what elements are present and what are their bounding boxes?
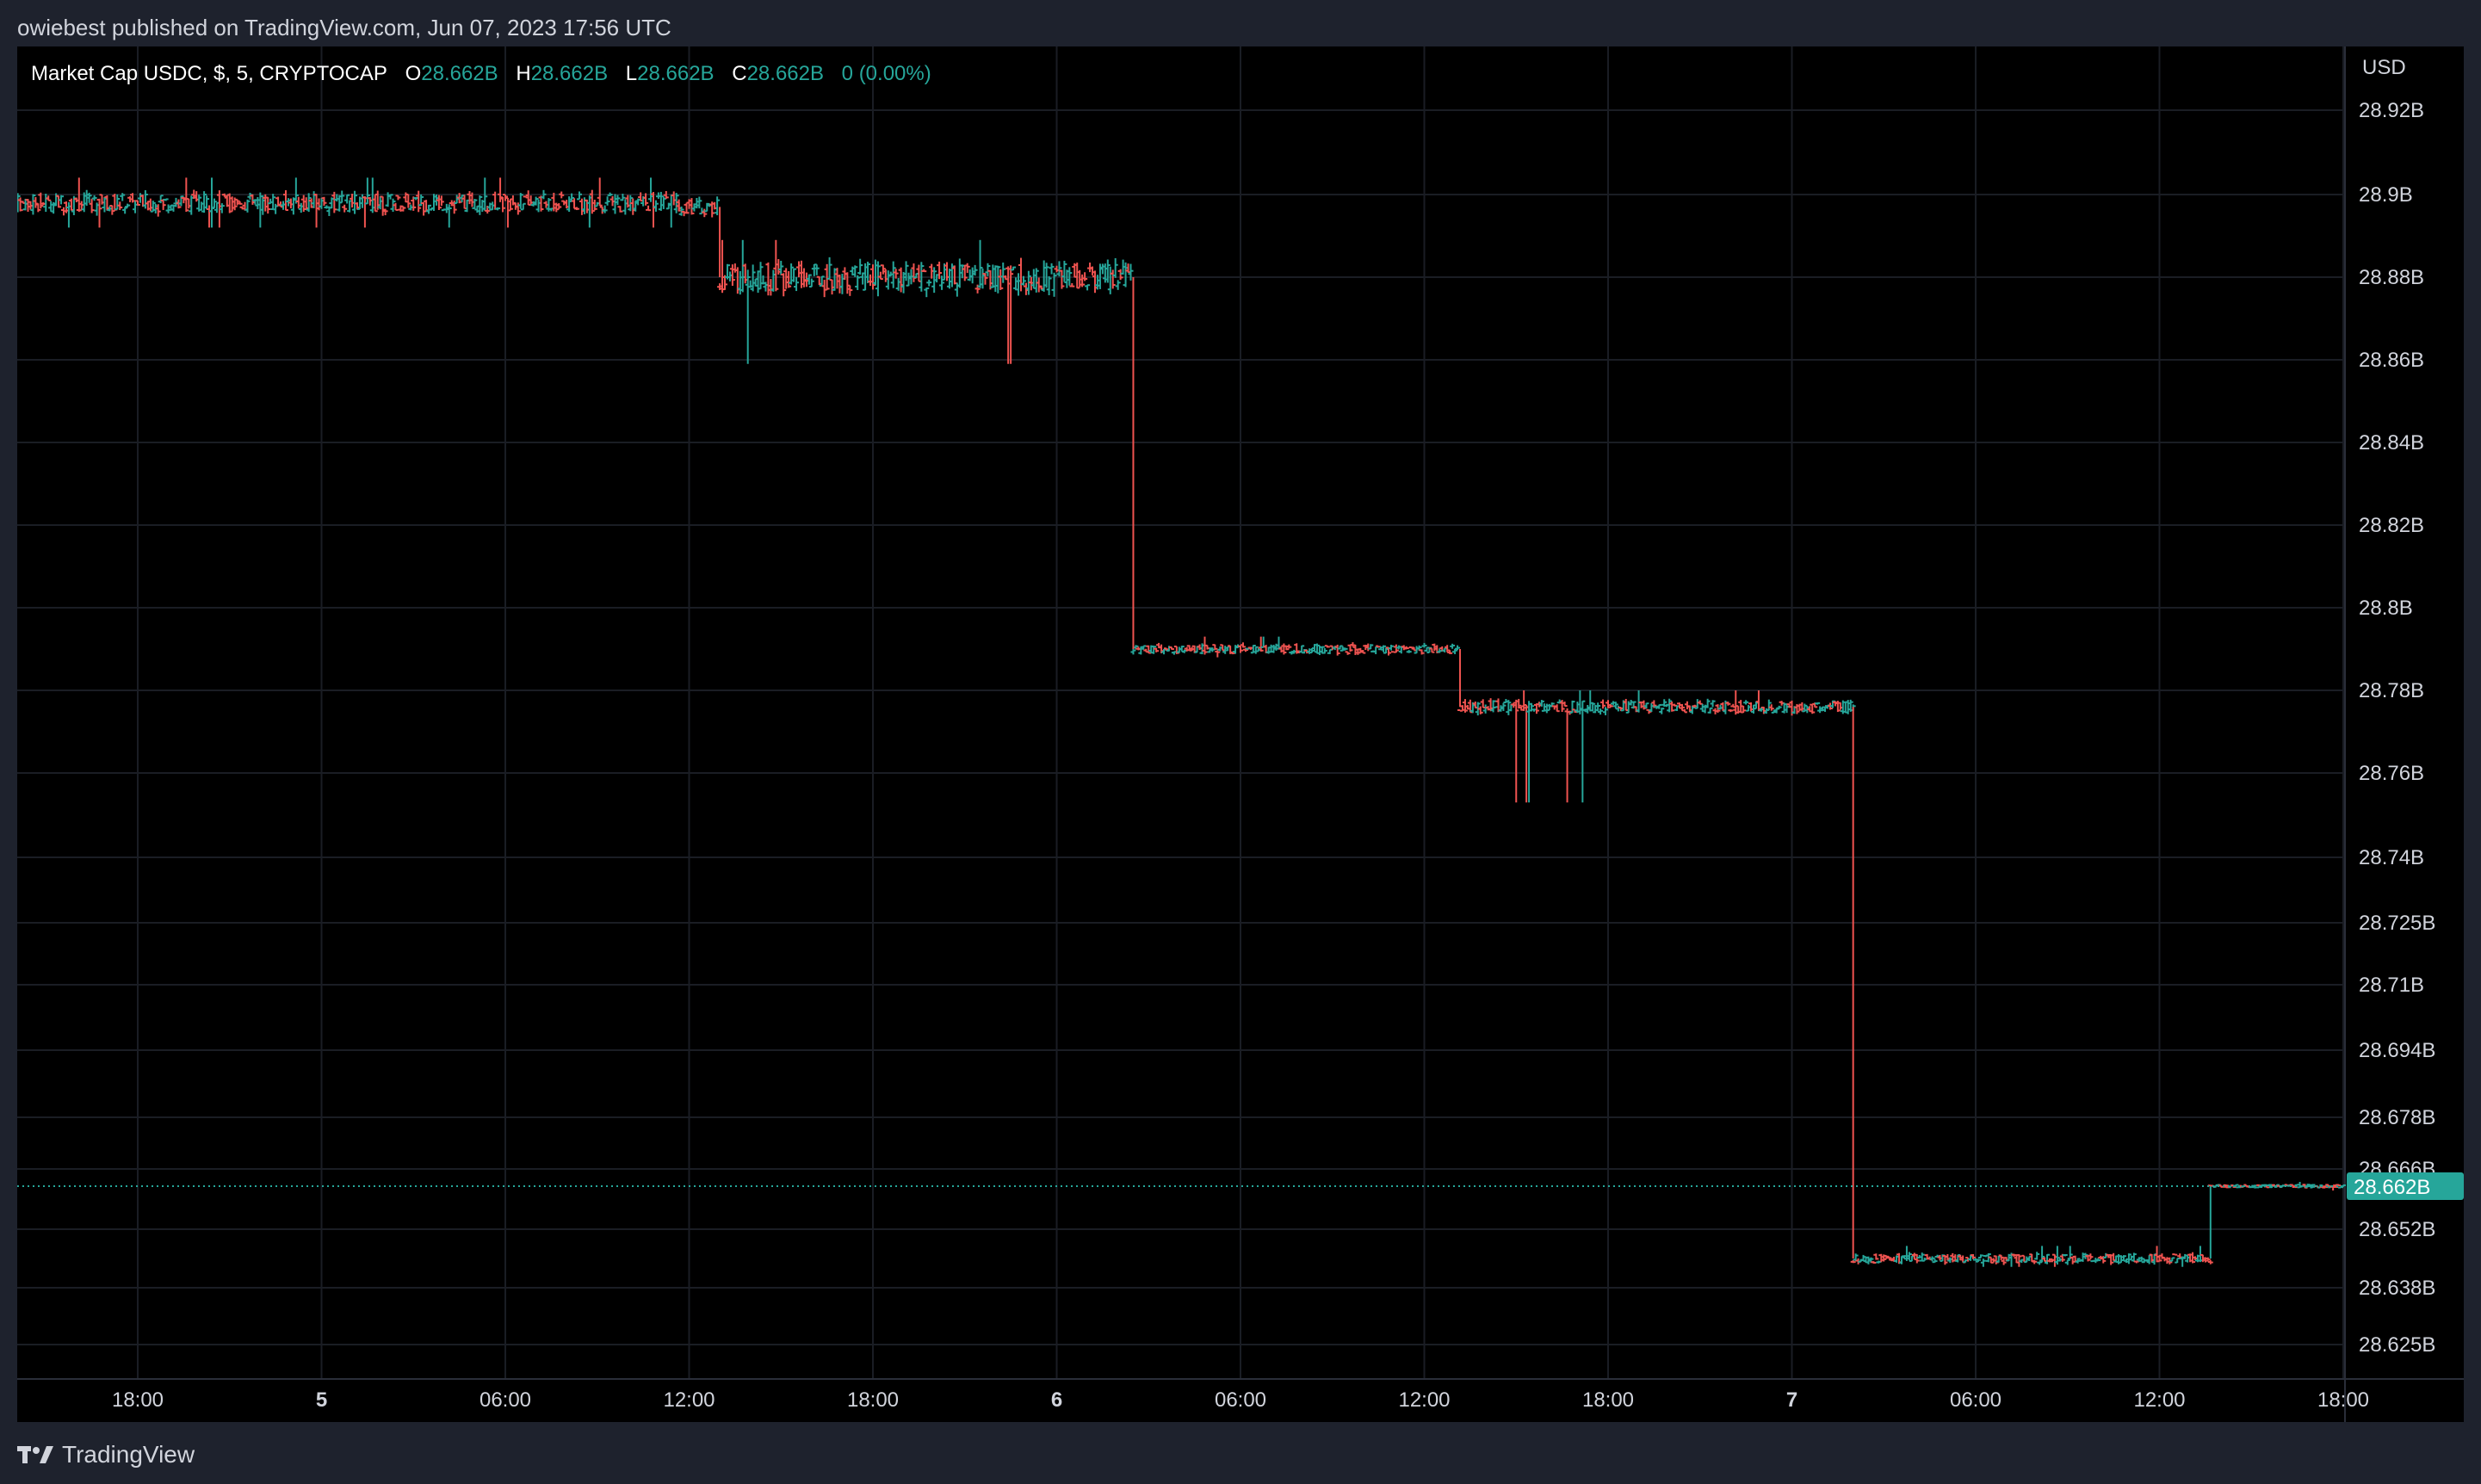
- x-tick-label: 6: [1051, 1388, 1062, 1412]
- y-tick-label: 28.9B: [2359, 183, 2413, 207]
- x-tick-label: 12:00: [2133, 1388, 2185, 1412]
- x-tick-label: 06:00: [1215, 1388, 1266, 1412]
- close-value: 28.662B: [746, 62, 824, 85]
- close-label: C: [732, 62, 747, 85]
- x-tick-label: 12:00: [1398, 1388, 1450, 1412]
- low-value: 28.662B: [637, 62, 715, 85]
- y-tick-label: 28.78B: [2359, 679, 2424, 702]
- y-tick-label: 28.638B: [2359, 1277, 2435, 1300]
- y-tick-label: 28.71B: [2359, 974, 2424, 997]
- x-tick-label: 18:00: [1582, 1388, 1634, 1412]
- y-tick-label: 28.92B: [2359, 99, 2424, 122]
- currency-label: USD: [2362, 56, 2406, 79]
- change-value: 0 (0.00%): [841, 62, 931, 85]
- y-tick-label: 28.8B: [2359, 597, 2413, 620]
- y-tick-label: 28.678B: [2359, 1106, 2435, 1129]
- y-tick-label: 28.82B: [2359, 514, 2424, 537]
- symbol-title[interactable]: Market Cap USDC, $, 5, CRYPTOCAP: [31, 62, 387, 85]
- x-tick-label: 18:00: [2317, 1388, 2369, 1412]
- tradingview-logo-icon: [17, 1446, 53, 1463]
- footer-brand-text: TradingView: [62, 1441, 195, 1468]
- y-tick-label: 28.74B: [2359, 846, 2424, 869]
- x-tick-label: 18:00: [847, 1388, 899, 1412]
- y-tick-label: 28.76B: [2359, 762, 2424, 785]
- y-tick-label: 28.86B: [2359, 349, 2424, 372]
- x-tick-label: 5: [316, 1388, 327, 1412]
- y-tick-label: 28.84B: [2359, 431, 2424, 454]
- x-tick-label: 7: [1786, 1388, 1797, 1412]
- last-price-badge: [2347, 1172, 2464, 1200]
- footer-brand[interactable]: TradingView: [17, 1436, 195, 1474]
- y-tick-label: 28.652B: [2359, 1218, 2435, 1241]
- x-tick-label: 06:00: [1950, 1388, 2002, 1412]
- x-tick-label: 12:00: [663, 1388, 715, 1412]
- open-label: O: [405, 62, 422, 85]
- chart-canvas[interactable]: 28.92B 28.9B 28.88B 28.86B 28.84B 28.82B 28.8B…: [17, 46, 2464, 1422]
- high-value: 28.662B: [530, 62, 609, 85]
- y-tick-label: 28.725B: [2359, 912, 2435, 935]
- high-label: H: [516, 62, 531, 85]
- x-tick-label: 06:00: [479, 1388, 531, 1412]
- published-by-text: owiebest published on TradingView.com, J…: [17, 15, 671, 40]
- symbol-legend: Market Cap USDC, $, 5, CRYPTOCAP O28.662…: [31, 59, 931, 90]
- last-price-label: 28.662B: [2354, 1176, 2430, 1199]
- y-tick-label: 28.88B: [2359, 266, 2424, 289]
- y-tick-label: 28.694B: [2359, 1039, 2435, 1062]
- low-label: L: [625, 62, 638, 85]
- x-tick-label: 18:00: [112, 1388, 164, 1412]
- chart-area[interactable]: 28.92B 28.9B 28.88B 28.86B 28.84B 28.82B 28.8B…: [17, 46, 2464, 1422]
- open-value: 28.662B: [421, 62, 498, 85]
- y-tick-label: 28.625B: [2359, 1333, 2435, 1357]
